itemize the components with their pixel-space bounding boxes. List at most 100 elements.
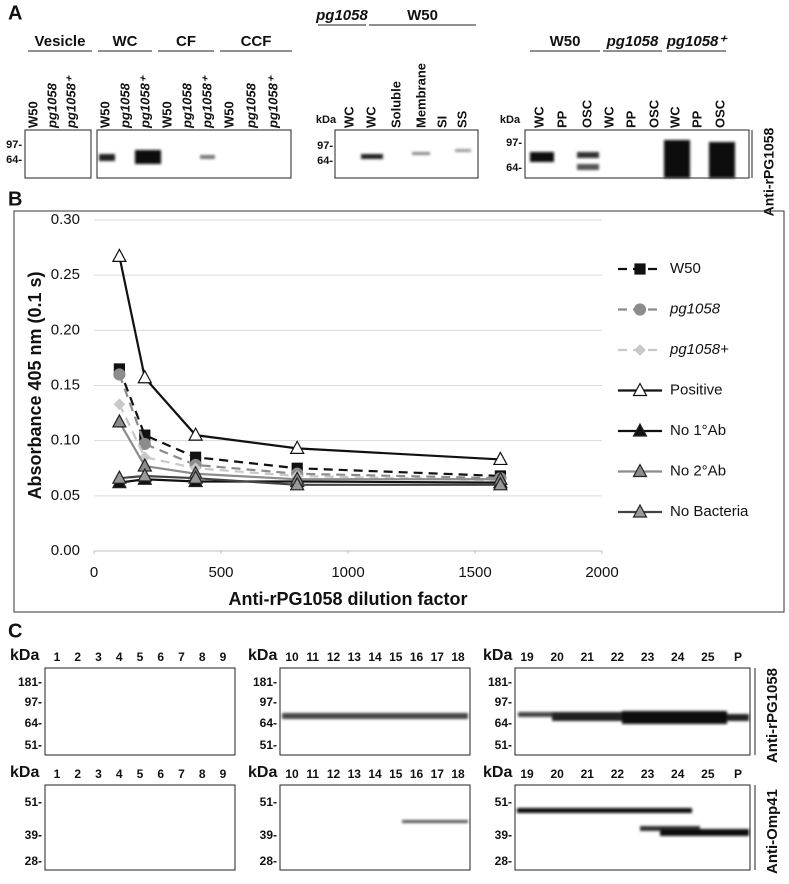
group-header: CF bbox=[176, 33, 196, 50]
blot-frame bbox=[24, 129, 92, 179]
marker bbox=[492, 476, 508, 491]
blot-frame bbox=[279, 784, 471, 871]
series-line bbox=[118, 256, 501, 461]
lane-label: 20 bbox=[550, 767, 564, 781]
lane-label: 22 bbox=[611, 767, 625, 781]
band bbox=[640, 826, 700, 831]
lane-label: 9 bbox=[220, 767, 227, 781]
lane-label: 17 bbox=[431, 650, 445, 664]
lane-label: 16 bbox=[410, 650, 424, 664]
lane-label: 13 bbox=[348, 650, 362, 664]
marker bbox=[492, 451, 508, 466]
band bbox=[552, 712, 622, 721]
mw-marker: 64- bbox=[317, 155, 333, 167]
lane-label: 17 bbox=[431, 767, 445, 781]
lane-label: OSC bbox=[646, 99, 661, 128]
group-header: pg1058 bbox=[606, 33, 659, 50]
mw-marker: 28- bbox=[25, 854, 42, 868]
lane-label: 4 bbox=[116, 650, 123, 664]
lane-label: 23 bbox=[641, 767, 655, 781]
lane-label: 5 bbox=[137, 650, 144, 664]
antibody-label: Anti-Omp41 bbox=[764, 789, 781, 874]
band bbox=[402, 820, 468, 823]
marker bbox=[289, 476, 305, 491]
band bbox=[455, 149, 471, 152]
kda-label: kDa bbox=[483, 764, 512, 781]
kda-label: kDa bbox=[248, 764, 277, 781]
lane-label: PP bbox=[623, 110, 638, 128]
lane-label: pg1058 bbox=[243, 82, 258, 129]
lane-label: SS bbox=[454, 110, 469, 128]
kda-label: kDa bbox=[500, 114, 521, 126]
lane-label: 6 bbox=[157, 767, 164, 781]
y-tick-label: 0.05 bbox=[51, 487, 80, 504]
mw-marker: 51- bbox=[25, 795, 42, 809]
chart-frame bbox=[13, 210, 785, 613]
blot-frame bbox=[44, 667, 236, 756]
y-tick-label: 0.20 bbox=[51, 321, 80, 338]
legend-label: Positive bbox=[670, 381, 723, 398]
band bbox=[530, 152, 554, 162]
lane-label: pg1058⁺ bbox=[63, 74, 78, 129]
lane-label: 24 bbox=[671, 650, 685, 664]
marker bbox=[111, 413, 127, 428]
mw-marker: 97- bbox=[260, 695, 277, 709]
lane-label: pg1058⁺ bbox=[265, 74, 280, 129]
mw-marker: 39- bbox=[260, 828, 277, 842]
band bbox=[282, 713, 468, 719]
blot-bands bbox=[99, 140, 749, 836]
lane-label: P bbox=[734, 767, 742, 781]
mw-marker: 97- bbox=[506, 137, 522, 149]
lane-label: Soluble bbox=[388, 81, 403, 128]
lane-label: 10 bbox=[285, 767, 299, 781]
mw-marker: 97- bbox=[6, 139, 22, 151]
mw-marker: 28- bbox=[260, 854, 277, 868]
legend-label: pg1058+ bbox=[669, 341, 729, 358]
lane-label: WC bbox=[363, 106, 378, 128]
band bbox=[517, 808, 692, 813]
lane-label: 13 bbox=[348, 767, 362, 781]
lane-label: 22 bbox=[611, 650, 625, 664]
band bbox=[660, 829, 749, 836]
mw-marker: 51- bbox=[495, 795, 512, 809]
lane-label: 14 bbox=[368, 650, 382, 664]
group-header: WC bbox=[113, 33, 138, 50]
blot-frame bbox=[514, 784, 751, 871]
marker bbox=[289, 440, 305, 454]
band bbox=[577, 164, 599, 170]
lane-label: 4 bbox=[116, 767, 123, 781]
legend-marker bbox=[632, 463, 648, 478]
mw-marker: 28- bbox=[495, 854, 512, 868]
antibody-label: Anti-rPG1058 bbox=[764, 668, 781, 763]
legend-marker bbox=[633, 303, 647, 316]
lane-label: 18 bbox=[451, 767, 465, 781]
lane-label: 23 bbox=[641, 650, 655, 664]
y-tick-label: 0.25 bbox=[51, 266, 80, 283]
lane-label: WC bbox=[601, 106, 616, 128]
mw-marker: 181- bbox=[253, 675, 277, 689]
y-tick-label: 0.30 bbox=[51, 211, 80, 228]
group-header: pg1058 bbox=[315, 7, 368, 24]
antibody-label: Anti-rPG1058 bbox=[761, 127, 777, 216]
lane-label: 11 bbox=[306, 650, 319, 664]
kda-label: kDa bbox=[10, 764, 39, 781]
lane-label: WC bbox=[667, 106, 682, 128]
blot-frame bbox=[524, 129, 750, 179]
legend-marker bbox=[632, 382, 648, 397]
blot-frame bbox=[96, 129, 292, 179]
legend-label: W50 bbox=[670, 260, 701, 277]
band bbox=[412, 152, 430, 155]
lane-label: Membrane bbox=[413, 63, 428, 128]
lane-label: SI bbox=[434, 116, 449, 128]
lane-label: WC bbox=[531, 106, 546, 128]
panel-label: A bbox=[8, 2, 22, 24]
mw-marker: 97- bbox=[317, 140, 333, 152]
lane-label: 24 bbox=[671, 767, 685, 781]
mw-marker: 64- bbox=[25, 716, 42, 730]
lane-label: 12 bbox=[327, 767, 341, 781]
group-header: CCF bbox=[241, 33, 272, 50]
mw-marker: 97- bbox=[495, 695, 512, 709]
lane-label: 21 bbox=[581, 650, 595, 664]
mw-marker: 39- bbox=[25, 828, 42, 842]
lane-label: 14 bbox=[368, 767, 382, 781]
